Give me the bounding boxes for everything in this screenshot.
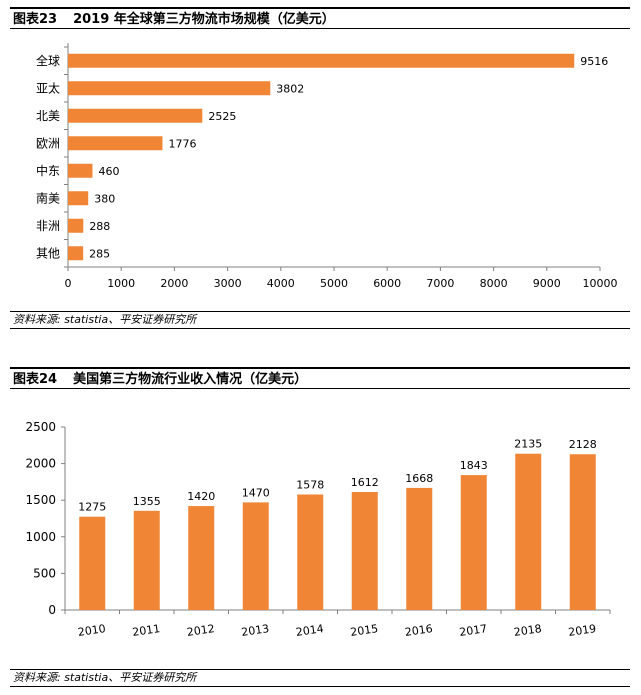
figure-title-bar: 图表23 2019 年全球第三方物流市场规模（亿美元） [10,7,630,29]
y-tick-label: 1500 [25,493,56,507]
bar [406,487,433,610]
category-label: 非洲 [36,219,60,233]
figure-title-bar: 图表24 美国第三方物流行业收入情况（亿美元） [10,367,630,389]
bar [68,191,89,206]
data-label: 3802 [276,82,304,95]
bar [569,454,596,610]
category-label: 中东 [36,163,60,178]
data-label: 288 [89,220,110,233]
bar [68,246,84,261]
x-tick-label: 2017 [458,622,488,639]
x-tick-label: 2011 [131,622,161,639]
x-tick-label: 1000 [107,277,135,290]
x-tick-label: 2014 [295,622,325,639]
bar [79,516,106,610]
x-tick-label: 4000 [267,277,295,290]
bar [515,453,542,610]
y-tick-label: 500 [33,566,56,580]
category-label: 南美 [36,190,60,205]
data-label: 1355 [133,495,161,508]
bar [351,492,378,610]
category-label: 全球 [36,53,60,68]
bar [68,218,84,233]
data-label: 2525 [208,110,236,123]
x-tick-label: 2015 [349,622,379,639]
bar [242,502,269,610]
figure-source: 资料来源: statistia、平安证券研究所 [10,669,630,687]
vertical-bar-chart: 0 500 1000 1500 2000 2500 1275 2010 1355 2011 1420… [25,420,611,639]
bar [68,53,575,68]
data-label: 1776 [168,137,196,150]
category-label: 欧洲 [36,136,60,150]
x-tick-label: 3000 [214,277,242,290]
x-tick-label: 10000 [583,277,618,290]
figure-title: 美国第三方物流行业收入情况（亿美元） [73,372,308,387]
x-tick-label: 2010 [77,622,107,639]
data-label: 2128 [569,438,597,451]
x-tick-label: 2000 [160,277,188,290]
x-tick-label: 2013 [240,622,270,639]
x-tick-label: 2018 [513,622,543,639]
figure-source: 资料来源: statistia、平安证券研究所 [10,311,630,329]
x-tick-label: 2012 [186,622,216,639]
data-label: 1612 [351,476,379,489]
x-tick-label: 5000 [320,277,348,290]
x-tick-label: 2019 [567,622,597,639]
bar [460,475,487,610]
y-tick-label: 2000 [25,457,56,471]
data-label: 380 [94,192,115,205]
data-label: 2135 [514,438,542,451]
data-label: 9516 [580,55,608,68]
figure-number: 图表24 [13,372,58,387]
bar [68,136,163,151]
y-tick-label: 2500 [25,420,56,434]
data-label: 1843 [460,459,488,472]
data-label: 1578 [296,478,324,491]
x-tick-label: 9000 [533,277,561,290]
figure-number: 图表23 [13,12,58,27]
data-label: 285 [89,247,110,260]
horizontal-bar-chart: 全球 9516 亚太 3802 北美 2525 欧洲 1776 中东 460 南美 380 非洲 288 其… [36,43,618,290]
data-label: 1668 [405,472,433,485]
data-label: 1470 [242,486,270,499]
x-tick-label: 7000 [426,277,454,290]
bar [68,81,271,96]
bar [68,163,93,178]
data-label: 460 [98,165,119,178]
bar [133,510,160,610]
bar [68,108,203,123]
bar [188,506,215,610]
x-tick-label: 8000 [480,277,508,290]
category-label: 其他 [36,246,60,260]
data-label: 1275 [78,501,106,514]
figure-title: 2019 年全球第三方物流市场规模（亿美元） [73,12,335,27]
x-tick-label: 6000 [373,277,401,290]
x-tick-label: 0 [65,277,72,290]
category-label: 北美 [36,109,60,123]
x-tick-label: 2016 [404,622,434,639]
category-label: 亚太 [36,80,60,95]
bar [297,494,324,610]
y-tick-label: 1000 [25,530,56,544]
data-label: 1420 [187,490,215,503]
y-tick-label: 0 [48,603,56,617]
